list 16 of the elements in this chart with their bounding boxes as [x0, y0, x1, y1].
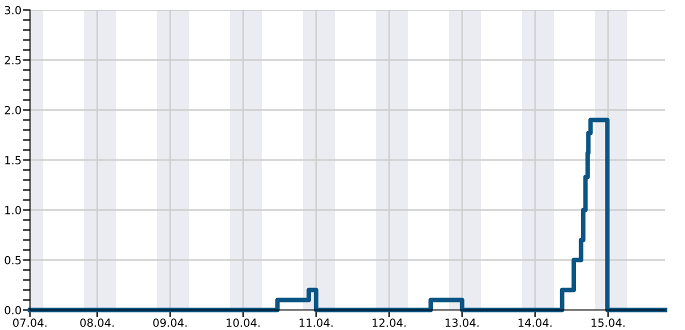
x-tick-label: 08.04.	[80, 318, 114, 327]
y-tick-label: 0.5	[4, 256, 21, 264]
y-tick-label: 1.0	[5, 206, 21, 214]
y-tick-label: 2.5	[4, 56, 21, 64]
x-tick-label: 11.04.	[300, 318, 333, 327]
x-tick-label: 09.04.	[153, 318, 187, 327]
y-tick-label: 3.0	[4, 6, 21, 14]
x-tick-label: 14.04.	[518, 318, 552, 327]
y-tick-label: 2.0	[4, 106, 21, 114]
x-tick-label: 12.04.	[372, 318, 406, 327]
y-tick-label: 0.0	[4, 306, 21, 314]
x-tick-label: 15.04.	[592, 318, 625, 327]
x-tick-label: 13.04.	[446, 318, 479, 327]
y-tick-label: 1.5	[5, 156, 21, 164]
x-tick-label: 07.04.	[13, 318, 46, 327]
x-tick-label: 10.04.	[226, 318, 260, 327]
